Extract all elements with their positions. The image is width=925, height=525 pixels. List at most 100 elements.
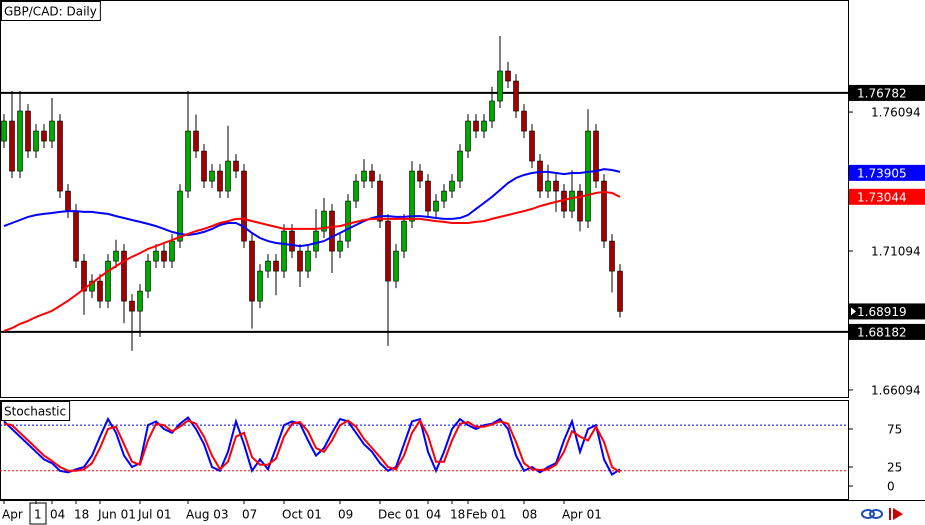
candle-body bbox=[201, 150, 207, 182]
x-tick-label: 04 bbox=[426, 508, 441, 522]
price-label-box bbox=[849, 84, 925, 101]
price-label-box bbox=[849, 188, 925, 205]
candle-body bbox=[441, 190, 447, 202]
y-tick-label: 1.76094 bbox=[871, 106, 921, 120]
candle-body bbox=[65, 190, 71, 212]
indicator-line bbox=[3, 190, 621, 332]
x-tick-label: 07 bbox=[242, 508, 257, 522]
price-label: 1.68182 bbox=[857, 325, 907, 339]
candle-body bbox=[377, 180, 383, 222]
candle-body bbox=[225, 160, 231, 192]
candle-body bbox=[609, 240, 615, 272]
x-tick-label: Aug 03 bbox=[186, 508, 229, 522]
candle-body bbox=[169, 240, 175, 262]
panel-title-box bbox=[1, 1, 101, 21]
x-tick-label: 08 bbox=[522, 508, 537, 522]
price-label-box bbox=[849, 164, 925, 181]
candle-body bbox=[49, 120, 55, 142]
panel-title-box bbox=[1, 401, 71, 421]
shift-arrow bbox=[893, 508, 903, 520]
stochastic-panel-frame bbox=[0, 400, 849, 500]
candle-body bbox=[585, 130, 591, 222]
candle-body bbox=[577, 190, 583, 222]
x-tick-label: Jun 01 bbox=[97, 508, 136, 522]
x-tick-label: 04 bbox=[50, 508, 65, 522]
candle-body bbox=[97, 280, 103, 302]
x-tick-label: Jul 01 bbox=[137, 508, 172, 522]
y-tick-label: 1.66094 bbox=[871, 383, 921, 397]
candle-body bbox=[57, 120, 63, 192]
x-tick-label: Apr bbox=[2, 508, 23, 522]
price-label-box bbox=[849, 323, 925, 340]
candle-body bbox=[465, 120, 471, 152]
y-tick-label: 25 bbox=[887, 461, 902, 475]
panel-title: Stochastic bbox=[4, 405, 66, 419]
candle-body bbox=[33, 130, 39, 152]
link-icon[interactable] bbox=[861, 509, 883, 519]
candle-body bbox=[473, 120, 479, 132]
price-label: 1.73905 bbox=[857, 166, 907, 180]
candle-body bbox=[1, 120, 7, 142]
main-panel-frame bbox=[0, 0, 849, 398]
shift-icon[interactable] bbox=[889, 508, 903, 520]
price-label-box bbox=[849, 303, 925, 320]
candle-body bbox=[617, 270, 623, 312]
candle-body bbox=[25, 110, 31, 152]
candle-body bbox=[425, 180, 431, 212]
candle-body bbox=[177, 190, 183, 242]
candle-body bbox=[321, 210, 327, 232]
candle-body bbox=[9, 120, 15, 172]
candle-body bbox=[313, 230, 319, 252]
price-label: 1.73044 bbox=[857, 190, 907, 204]
indicator-line bbox=[3, 168, 621, 248]
candle-body bbox=[81, 260, 87, 292]
y-tick-label: 0 bbox=[887, 480, 895, 494]
candle-body bbox=[353, 180, 359, 202]
price-label: 1.68919 bbox=[857, 305, 907, 319]
candle-body bbox=[161, 250, 167, 262]
candle-body bbox=[105, 260, 111, 302]
candle-body bbox=[601, 180, 607, 242]
candle-body bbox=[113, 250, 119, 262]
x-tick-label: Apr 01 bbox=[562, 508, 602, 522]
candle-body bbox=[449, 180, 455, 192]
panel-title: GBP/CAD: Daily bbox=[4, 5, 97, 19]
candle-body bbox=[521, 110, 527, 132]
candle-body bbox=[137, 290, 143, 312]
candle-body bbox=[153, 250, 159, 262]
candle-body bbox=[329, 210, 335, 252]
candle-body bbox=[457, 150, 463, 182]
candle-body bbox=[529, 130, 535, 162]
candle-body bbox=[417, 170, 423, 182]
price-label: 1.76782 bbox=[857, 86, 907, 100]
candle-body bbox=[497, 70, 503, 102]
candle-body bbox=[241, 170, 247, 242]
x-tick-label: 18 bbox=[74, 508, 89, 522]
candle-body bbox=[513, 80, 519, 112]
candle-body bbox=[537, 160, 543, 192]
candle-body bbox=[281, 230, 287, 272]
candle-body bbox=[129, 300, 135, 312]
candle-body bbox=[337, 240, 343, 252]
candle-body bbox=[217, 170, 223, 192]
candle-body bbox=[249, 240, 255, 302]
x-tick-label: 18 bbox=[450, 508, 465, 522]
y-tick-label: 75 bbox=[887, 422, 902, 436]
candle-body bbox=[545, 180, 551, 192]
candle-body bbox=[553, 180, 559, 192]
candle-body bbox=[505, 70, 511, 82]
candle-body bbox=[193, 130, 199, 152]
last-price-marker bbox=[851, 307, 856, 316]
link-ring bbox=[861, 509, 875, 519]
candle-body bbox=[361, 170, 367, 182]
candle-body bbox=[401, 220, 407, 252]
x-tick-label: Feb 01 bbox=[466, 508, 506, 522]
candle-body bbox=[489, 100, 495, 122]
candle-body bbox=[569, 190, 575, 212]
candle-body bbox=[385, 220, 391, 282]
candle-body bbox=[17, 110, 23, 172]
candle-body bbox=[273, 260, 279, 272]
indicator-line bbox=[3, 416, 621, 477]
candle-body bbox=[409, 170, 415, 222]
